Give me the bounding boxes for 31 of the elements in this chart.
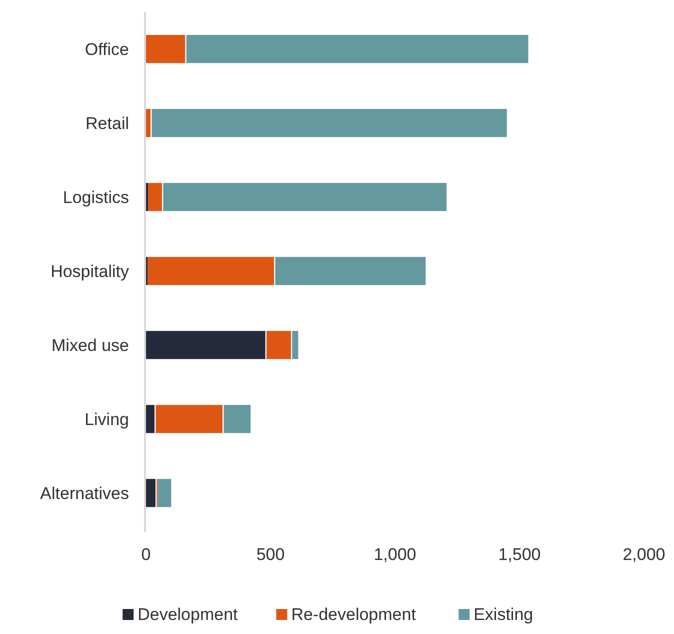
bar [146, 404, 155, 434]
bar [152, 108, 507, 138]
bar [146, 34, 186, 64]
bar [148, 182, 162, 212]
y-tick-label: Hospitality [50, 262, 130, 281]
y-tick-label: Alternatives [40, 484, 129, 503]
x-tick-label: 0 [141, 545, 151, 564]
x-tick-label: 1,500 [498, 545, 541, 564]
legend-label: Existing [474, 605, 534, 624]
legend-label: Re-development [291, 605, 416, 624]
legend-label: Development [138, 605, 238, 624]
bar [292, 330, 298, 360]
bar [146, 478, 156, 508]
bar [224, 404, 251, 434]
bar [163, 182, 447, 212]
bar [146, 330, 266, 360]
y-tick-label: Mixed use [52, 336, 129, 355]
x-tick-label: 2,000 [622, 545, 666, 564]
x-tick-label: 500 [256, 545, 285, 564]
y-tick-label: Office [84, 40, 129, 59]
bar [186, 34, 528, 64]
bar [158, 478, 172, 508]
bar [146, 108, 151, 138]
bar [156, 404, 222, 434]
bar [275, 256, 426, 286]
y-tick-label: Retail [86, 114, 129, 133]
y-tick-label: Logistics [62, 188, 129, 207]
bar [266, 330, 291, 360]
bar [147, 256, 274, 286]
y-tick-label: Living [84, 410, 129, 429]
x-tick-label: 1,000 [374, 545, 416, 564]
